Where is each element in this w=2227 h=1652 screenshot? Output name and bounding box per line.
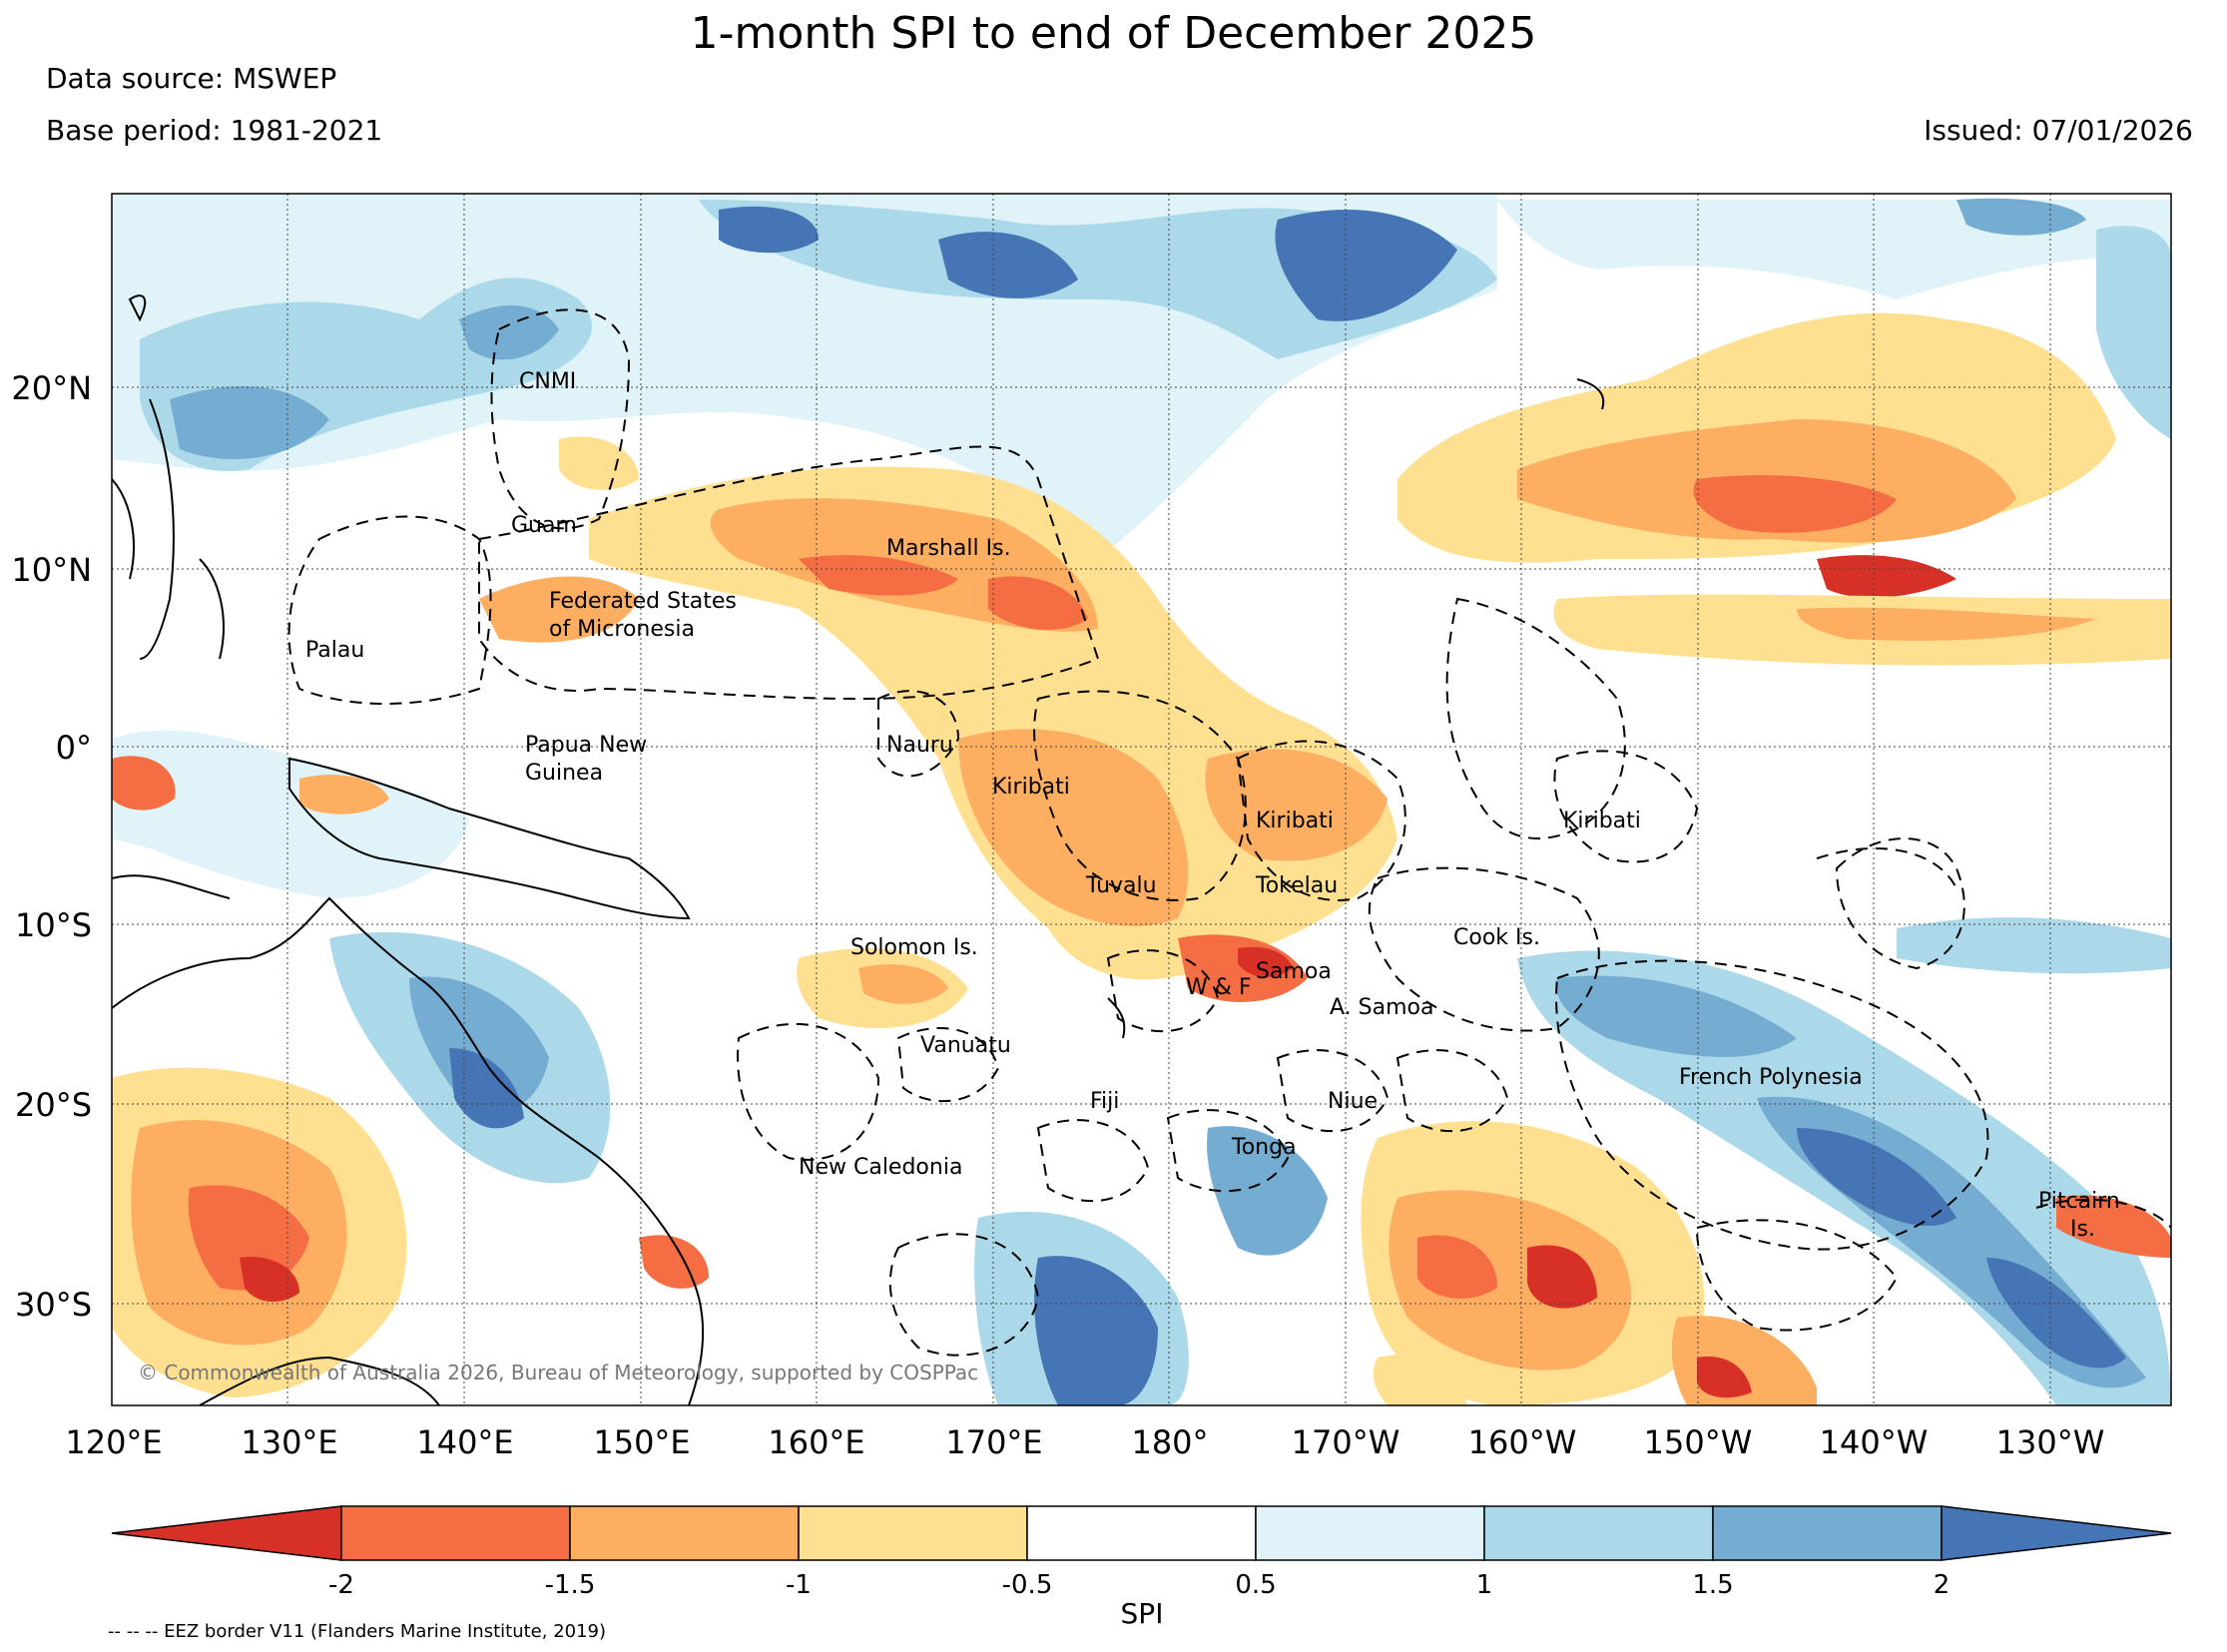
label-samoa: Samoa: [1256, 959, 1332, 984]
base-period: Base period: 1981-2021: [46, 114, 383, 147]
colorbar-swatch: [798, 1505, 1028, 1561]
longitude-labels: 120°E 130°E 140°E 150°E 160°E 170°E 180°…: [65, 1423, 2104, 1461]
lat-label: 10°S: [15, 906, 92, 944]
eez-footnote: -- -- -- EEZ border V11 (Flanders Marine…: [108, 1621, 607, 1642]
colorbar-swatch: [1483, 1505, 1714, 1561]
lon-label: 160°E: [768, 1423, 864, 1461]
label-pitcairn-2: Is.: [2070, 1217, 2095, 1242]
lat-label: 20°N: [11, 369, 92, 407]
eez-borders: [287, 308, 2171, 1357]
colorbar-swatch: [340, 1505, 571, 1561]
lon-label: 140°E: [416, 1423, 513, 1461]
label-kiribati-w: Kiribati: [992, 775, 1070, 800]
label-solomon: Solomon Is.: [850, 935, 978, 960]
lon-label: 130°E: [241, 1423, 337, 1461]
label-asamoa: A. Samoa: [1330, 995, 1433, 1020]
label-tokelau: Tokelau: [1255, 873, 1338, 898]
label-kiribati-e: Kiribati: [1563, 809, 1641, 833]
colorbar: [111, 1505, 2172, 1561]
label-french-polynesia: French Polynesia: [1679, 1065, 1863, 1090]
colorbar-swatch: [1255, 1505, 1485, 1561]
colorbar-swatch: [569, 1505, 800, 1561]
lat-label: 0°: [56, 729, 92, 767]
coastlines: [112, 294, 1605, 1405]
label-new-caledonia: New Caledonia: [799, 1155, 962, 1180]
data-source: Data source: MSWEP: [46, 62, 337, 95]
label-palau: Palau: [305, 638, 364, 663]
colorbar-tick: -2: [328, 1570, 354, 1600]
colorbar-extend-high: [1941, 1505, 2172, 1561]
label-pitcairn-1: Pitcairn: [2038, 1189, 2120, 1214]
lat-label: 10°N: [11, 551, 92, 589]
label-png-2: Guinea: [525, 761, 603, 786]
colorbar-tick: 2: [1934, 1570, 1950, 1600]
lon-label: 150°W: [1644, 1423, 1753, 1461]
label-fsm-1: Federated States: [549, 589, 737, 614]
lon-label: 150°E: [593, 1423, 690, 1461]
lat-label: 30°S: [15, 1286, 92, 1324]
label-vanuatu: Vanuatu: [920, 1033, 1011, 1058]
copyright-notice: © Commonwealth of Australia 2026, Bureau…: [138, 1361, 978, 1384]
label-marshall: Marshall Is.: [886, 536, 1011, 561]
label-tuvalu: Tuvalu: [1085, 873, 1157, 898]
colorbar-extend-low: [111, 1505, 342, 1561]
place-labels: CNMI Guam Marshall Is. Federated States …: [305, 369, 2120, 1242]
graticule: [112, 194, 2171, 1405]
label-wf: W & F: [1186, 975, 1252, 1000]
label-nauru: Nauru: [886, 733, 953, 758]
label-niue: Niue: [1328, 1089, 1378, 1114]
colorbar-ticks: -2 -1.5 -1 -0.5 0.5 1 1.5 2: [328, 1570, 1949, 1600]
colorbar-tick: 0.5: [1235, 1570, 1276, 1600]
colorbar-tick: 1: [1476, 1570, 1493, 1600]
lat-label: 20°S: [15, 1086, 92, 1124]
latitude-labels: 20°N 10°N 0° 10°S 20°S 30°S: [11, 369, 92, 1324]
lon-label: 140°W: [1820, 1423, 1929, 1461]
colorbar-swatch: [1712, 1505, 1943, 1561]
lon-label: 120°E: [65, 1423, 162, 1461]
lon-label: 170°W: [1292, 1423, 1400, 1461]
label-kiribati-c: Kiribati: [1256, 809, 1334, 833]
map-title: 1-month SPI to end of December 2025: [690, 8, 1537, 59]
map-frame: [111, 193, 2172, 1406]
lon-label: 160°W: [1468, 1423, 1577, 1461]
colorbar-tick: -1: [786, 1570, 812, 1600]
label-cook: Cook Is.: [1453, 925, 1540, 950]
colorbar-swatch: [1026, 1505, 1257, 1561]
label-tonga: Tonga: [1231, 1135, 1297, 1160]
label-cnmi: CNMI: [519, 369, 576, 394]
label-fsm-2: of Micronesia: [549, 617, 695, 642]
colorbar-label: SPI: [1121, 1597, 1164, 1630]
lon-label: 130°W: [1996, 1423, 2105, 1461]
colorbar-tick: 1.5: [1692, 1570, 1733, 1600]
label-png-1: Papua New: [525, 733, 647, 758]
label-fiji: Fiji: [1090, 1089, 1119, 1114]
colorbar-tick: -0.5: [1002, 1570, 1053, 1600]
lon-label: 170°E: [945, 1423, 1042, 1461]
lon-label: 180°: [1131, 1423, 1208, 1461]
colorbar-tick: -1.5: [545, 1570, 596, 1600]
issued-date: Issued: 07/01/2026: [1924, 114, 2193, 147]
label-guam: Guam: [511, 513, 577, 538]
